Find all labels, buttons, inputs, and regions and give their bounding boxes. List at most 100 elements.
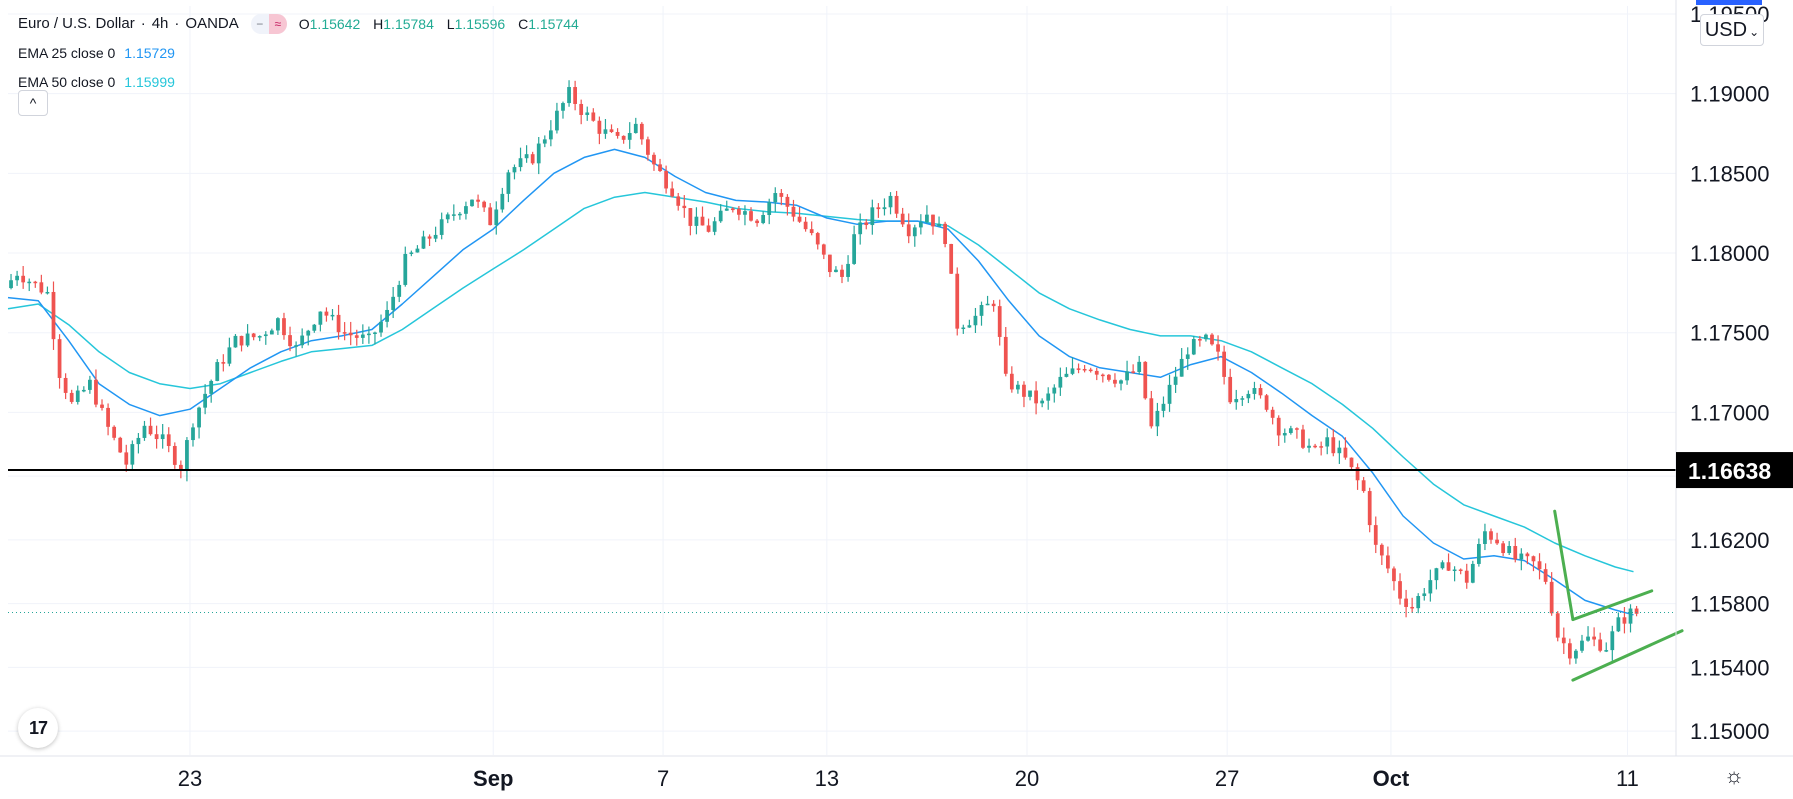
candle-up	[409, 250, 414, 257]
candle-up	[585, 106, 590, 121]
candle-down	[1555, 611, 1560, 642]
candle-up	[445, 212, 450, 224]
candle-body	[373, 332, 377, 334]
candle-body	[749, 211, 753, 221]
candle-down	[991, 300, 996, 312]
candle-up	[391, 286, 396, 319]
candle-body	[1216, 344, 1220, 352]
chevron-down-icon: ⌄	[1749, 25, 1760, 39]
candle-body	[330, 314, 335, 317]
ema-25-legend[interactable]: EMA 25 close 0 1.15729	[18, 43, 588, 63]
candle-down	[172, 442, 177, 469]
candle-down	[1088, 367, 1093, 373]
candle-body	[821, 244, 826, 255]
symbol-name[interactable]: Euro / U.S. Dollar	[18, 15, 135, 32]
candle-body	[257, 336, 262, 338]
candle-body	[100, 404, 104, 408]
candle-body	[858, 222, 863, 235]
candle-body	[494, 209, 499, 226]
candle-down	[827, 254, 832, 278]
candle-up	[1610, 625, 1615, 661]
approx-icon[interactable]: ≈	[268, 14, 287, 34]
time-axis[interactable]: 23 Sep 7 13 20 27 Oct 11	[0, 755, 1793, 791]
candle-down	[239, 335, 244, 352]
candle-body	[743, 211, 747, 215]
candle-body	[1428, 580, 1433, 594]
chart-overlays	[8, 469, 1684, 682]
candle-body	[1483, 531, 1487, 545]
candle-up	[269, 328, 274, 335]
candle-body	[955, 273, 960, 329]
candle-body	[451, 214, 456, 216]
candle-body	[45, 291, 50, 294]
candle-down	[700, 206, 705, 226]
candle-up	[1452, 566, 1457, 582]
candle-body	[773, 193, 778, 203]
candle-up	[1307, 438, 1311, 453]
candle-down	[821, 243, 826, 260]
chart-legend: Euro / U.S. Dollar · 4h · OANDA − ≈ O1.1…	[18, 14, 588, 92]
candle-up	[191, 423, 195, 447]
candle-up	[961, 324, 966, 334]
candle-body	[403, 253, 408, 285]
candle-body	[1319, 446, 1324, 448]
candle-down	[706, 218, 711, 233]
candle-up	[227, 337, 232, 367]
price-axis[interactable]: 1.150001.154001.158001.162001.166001.170…	[1675, 0, 1793, 756]
candle-body	[567, 87, 571, 104]
ema-50-legend[interactable]: EMA 50 close 0 1.15999	[18, 72, 588, 92]
candle-body	[761, 215, 766, 224]
candle-body	[367, 333, 371, 336]
candle-body	[906, 224, 911, 237]
candle-down	[1531, 555, 1536, 572]
candle-down	[1264, 393, 1269, 412]
candle-body	[1592, 636, 1596, 640]
collapse-legend-button[interactable]: ^	[18, 90, 48, 116]
candle-body	[245, 333, 250, 346]
candle-down	[1034, 381, 1038, 415]
candle-up	[1161, 396, 1166, 418]
trend-line[interactable]	[1571, 589, 1654, 622]
candle-body	[1404, 598, 1408, 607]
candle-body	[1440, 562, 1445, 569]
tradingview-logo-icon[interactable]: 17	[18, 708, 58, 748]
candle-down	[785, 194, 790, 216]
candle-body	[1386, 555, 1390, 569]
candle-body	[1580, 640, 1584, 651]
ohlc-close-label: C	[518, 16, 529, 32]
candle-up	[330, 309, 335, 321]
candle-body	[967, 325, 972, 328]
candle-body	[1155, 410, 1160, 427]
candle-down	[21, 266, 26, 289]
candle-up	[457, 211, 462, 220]
candle-down	[615, 128, 620, 139]
y-tick-label: 1.19000	[1690, 82, 1770, 107]
candle-body	[676, 196, 681, 206]
candle-down	[1106, 374, 1111, 382]
candle-body	[682, 205, 687, 209]
candle-body	[997, 306, 1002, 337]
candle-down	[1495, 532, 1499, 545]
candle-down	[1398, 573, 1402, 605]
candle-body	[354, 335, 359, 338]
indicator-toggle-pill[interactable]: − ≈	[250, 14, 287, 34]
candle-body	[385, 309, 389, 322]
y-tick-label: 1.18500	[1690, 161, 1770, 186]
settings-icon[interactable]: ☼	[1724, 763, 1745, 788]
ema-50-line	[7, 191, 1634, 573]
candle-body	[464, 206, 468, 214]
candle-body	[1070, 368, 1075, 374]
candle-down	[1355, 463, 1360, 490]
minus-icon[interactable]: −	[256, 17, 264, 31]
candle-body	[39, 282, 44, 293]
candle-down	[106, 403, 110, 436]
candle-body	[827, 254, 832, 273]
interval-label[interactable]: 4h	[151, 15, 169, 32]
trend-line[interactable]	[1553, 509, 1575, 622]
candle-up	[421, 230, 426, 250]
candle-down	[670, 181, 675, 198]
candle-body	[300, 335, 305, 346]
trend-line[interactable]	[1571, 629, 1684, 682]
currency-selector[interactable]: USD ⌄	[1700, 14, 1764, 46]
